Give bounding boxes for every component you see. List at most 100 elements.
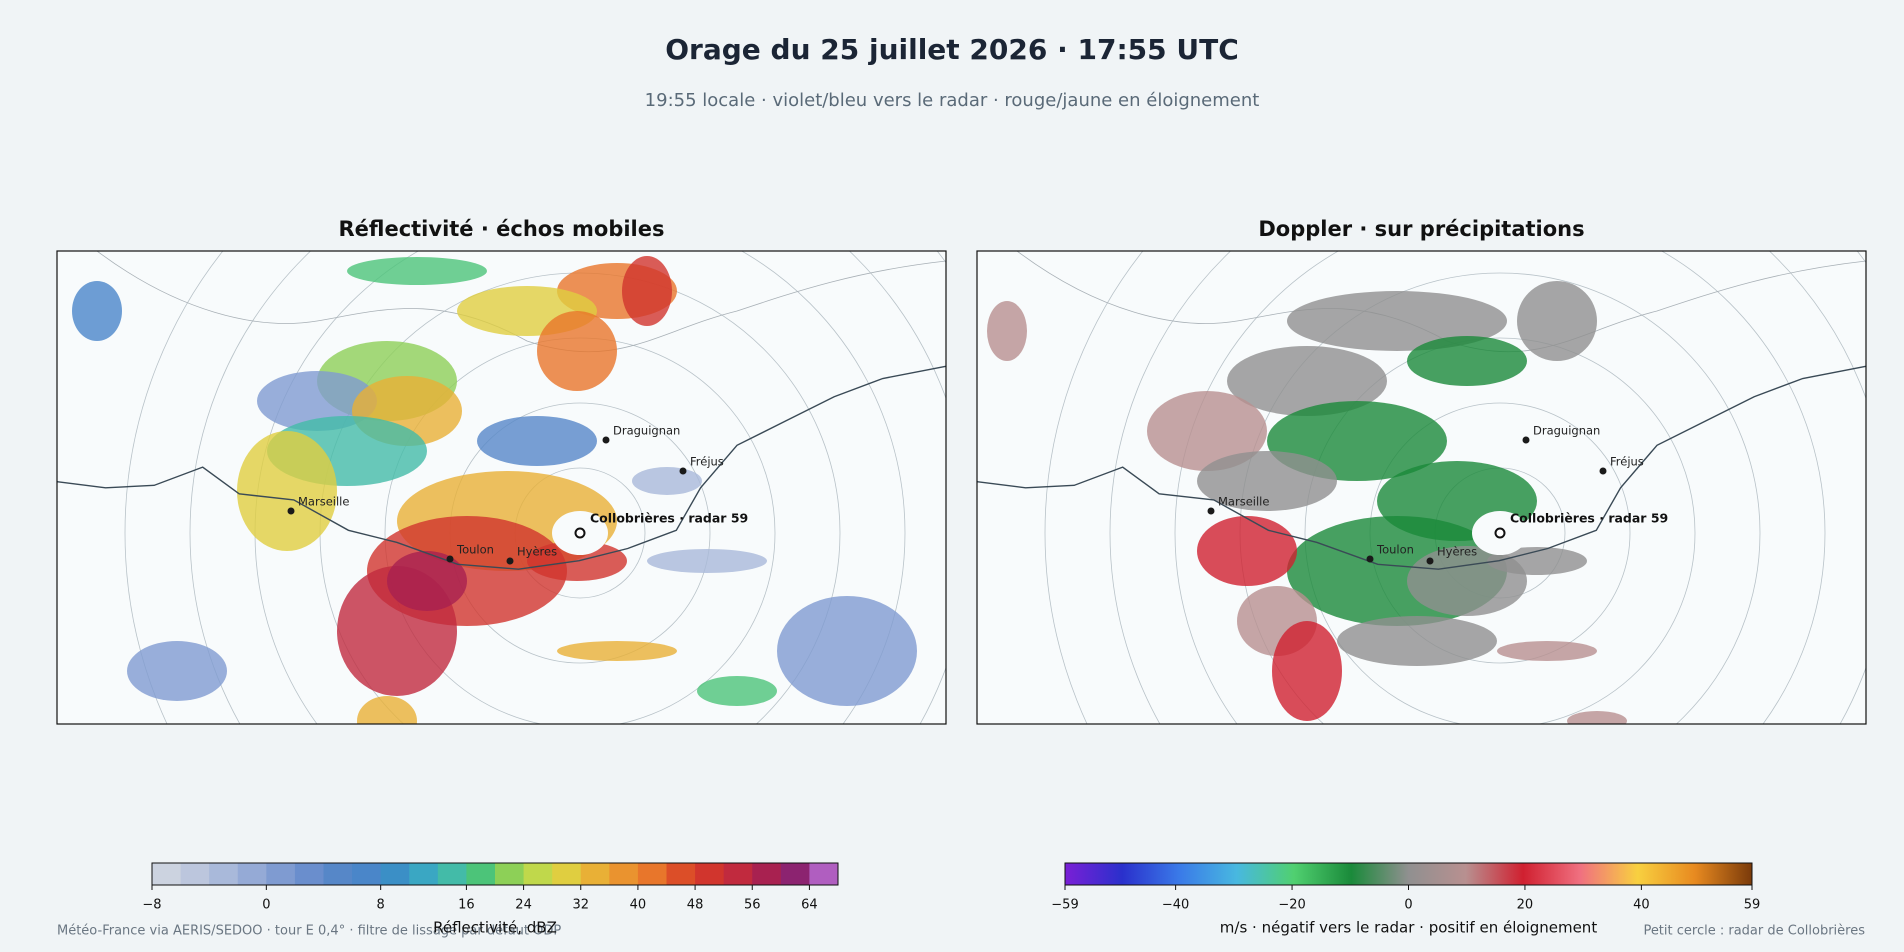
- city-label: Fréjus: [690, 455, 724, 469]
- echo-area: [632, 467, 702, 495]
- colorbar-tick-label: 16: [458, 898, 475, 913]
- colorbar-segment: [637, 863, 667, 885]
- colorbar-tick-label: 0: [1404, 898, 1412, 913]
- radar-marker: [1494, 527, 1506, 539]
- colorbar-segment: [609, 863, 639, 885]
- colorbar-tick-label: −59: [1051, 898, 1078, 913]
- echo-area: [237, 431, 337, 551]
- colorbar-tick-label: 8: [377, 898, 385, 913]
- city-marker: [506, 557, 514, 565]
- city-label: Toulon: [456, 543, 494, 557]
- echo-area: [1517, 281, 1597, 361]
- city-marker: [1426, 557, 1434, 565]
- colorbar-label: m/s · négatif vers le radar · positif en…: [1220, 919, 1598, 937]
- colorbar-tick-label: 40: [630, 898, 647, 913]
- colorbar-segment: [466, 863, 496, 885]
- city-marker: [1207, 507, 1215, 515]
- colorbar-tick-label: 48: [687, 898, 704, 913]
- map-frame: [56, 250, 947, 725]
- colorbar-segment: [723, 863, 753, 885]
- colorbar-tick-label: 56: [744, 898, 761, 913]
- colorbar-label: Réflectivité, dBZ: [433, 919, 557, 937]
- colorbar-gradient: [1065, 863, 1752, 885]
- echo-area: [1487, 547, 1587, 575]
- border: [96, 251, 946, 353]
- echo-area: [777, 596, 917, 706]
- echo-area: [557, 641, 677, 661]
- colorbar-segment: [237, 863, 267, 885]
- footer-source: Météo-France via AERIS/SEDOO · tour E 0,…: [57, 924, 561, 939]
- echo-area: [987, 301, 1027, 361]
- radar-label: Collobrières · radar 59: [590, 511, 748, 526]
- colorbar-tick-label: 59: [1744, 898, 1761, 913]
- footer-note: Petit cercle : radar de Collobrières: [1643, 924, 1865, 939]
- city-label: Marseille: [1218, 495, 1269, 509]
- colorbar-segment: [495, 863, 525, 885]
- echo-area: [1227, 346, 1387, 416]
- colorbar-tick-label: 32: [572, 898, 589, 913]
- panel-title: Doppler · sur précipitations: [1258, 217, 1584, 241]
- echo-area: [1272, 621, 1342, 721]
- city-label: Hyères: [1437, 545, 1477, 559]
- echo-area: [357, 696, 417, 724]
- city-marker: [1366, 555, 1374, 563]
- colorbar-tick-label: 24: [515, 898, 532, 913]
- colorbar-segment: [523, 863, 553, 885]
- colorbar-frame: [151, 862, 839, 886]
- colorbar-segment: [180, 863, 210, 885]
- city-marker: [1522, 436, 1530, 444]
- map-layer: [57, 251, 946, 724]
- map-frame: [976, 250, 1867, 725]
- radar-marker: [574, 527, 586, 539]
- city-marker: [1599, 467, 1607, 475]
- colorbar-tick-label: 40: [1633, 898, 1650, 913]
- echo-area: [1567, 711, 1627, 724]
- city-label: Fréjus: [1610, 455, 1644, 469]
- radar-label: Collobrières · radar 59: [1510, 511, 1668, 526]
- range-ring: [189, 251, 946, 724]
- range-ring: [124, 251, 946, 724]
- coastline: [57, 365, 946, 570]
- echo-area: [1497, 641, 1597, 661]
- city-marker: [287, 507, 295, 515]
- colorbar-segment: [695, 863, 725, 885]
- colorbar-tick-label: −40: [1162, 898, 1189, 913]
- colorbar-segment: [294, 863, 324, 885]
- colorbar-segment: [409, 863, 439, 885]
- title: Orage du 25 juillet 2026 · 17:55 UTC: [665, 33, 1239, 66]
- colorbar-segment: [323, 863, 353, 885]
- echo-area: [622, 256, 672, 326]
- map-layer: [977, 251, 1866, 724]
- map-panel: Draguignan Fréjus Marseille Toulon Hyères Col…: [976, 250, 1867, 725]
- echo-area: [1197, 451, 1337, 511]
- echo-area: [477, 416, 597, 466]
- colorbar-tick-label: −8: [142, 898, 161, 913]
- city-label: Draguignan: [1533, 424, 1600, 438]
- colorbar-tick-label: −20: [1278, 898, 1305, 913]
- range-ring: [1044, 251, 1866, 724]
- colorbar-tick-label: 20: [1517, 898, 1534, 913]
- colorbar-segment: [780, 863, 810, 885]
- echo-area: [347, 257, 487, 285]
- echo-area: [1197, 516, 1297, 586]
- colorbar-segment: [752, 863, 782, 885]
- echo-area: [1147, 391, 1267, 471]
- colorbar: −8 0 8 16 24 32 40 48 56 64 Réflectivité, dBZ: [142, 862, 839, 937]
- colorbar-segment: [380, 863, 410, 885]
- colorbar: −59 −40 −20 0 20 40 59 m/s · négatif vers le ra…: [1051, 862, 1761, 937]
- echo-area: [1337, 616, 1497, 666]
- city-label: Draguignan: [613, 424, 680, 438]
- echo-area: [697, 676, 777, 706]
- colorbar-tick-label: 64: [801, 898, 818, 913]
- city-label: Marseille: [298, 495, 349, 509]
- echo-area: [127, 641, 227, 701]
- city-label: Hyères: [517, 545, 557, 559]
- city-label: Toulon: [1376, 543, 1414, 557]
- echo-area: [647, 549, 767, 573]
- map-panel: Draguignan Fréjus Marseille Toulon Hyères Col…: [56, 250, 947, 725]
- colorbar-segment: [352, 863, 382, 885]
- subtitle: 19:55 locale · violet/bleu vers le radar…: [645, 90, 1260, 111]
- colorbar-segment: [809, 863, 839, 885]
- city-marker: [679, 467, 687, 475]
